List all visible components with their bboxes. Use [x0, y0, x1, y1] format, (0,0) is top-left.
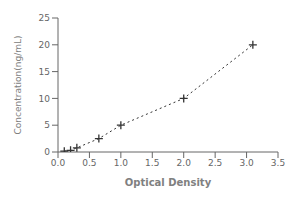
svg-text:3.0: 3.0 — [239, 158, 254, 168]
svg-text:3.5: 3.5 — [271, 158, 285, 168]
svg-text:5: 5 — [44, 120, 50, 130]
svg-text:0.0: 0.0 — [51, 158, 66, 168]
svg-text:25: 25 — [39, 13, 50, 23]
svg-text:10: 10 — [39, 94, 51, 104]
svg-text:Concentration(ng/mL): Concentration(ng/mL) — [13, 36, 23, 135]
svg-text:0.5: 0.5 — [82, 158, 96, 168]
svg-text:0: 0 — [44, 147, 50, 157]
svg-text:2.5: 2.5 — [208, 158, 222, 168]
svg-text:20: 20 — [39, 40, 51, 50]
svg-text:1.5: 1.5 — [145, 158, 159, 168]
svg-text:1.0: 1.0 — [114, 158, 129, 168]
svg-text:15: 15 — [39, 67, 50, 77]
svg-text:Optical Density: Optical Density — [125, 177, 212, 188]
svg-text:2.0: 2.0 — [177, 158, 192, 168]
